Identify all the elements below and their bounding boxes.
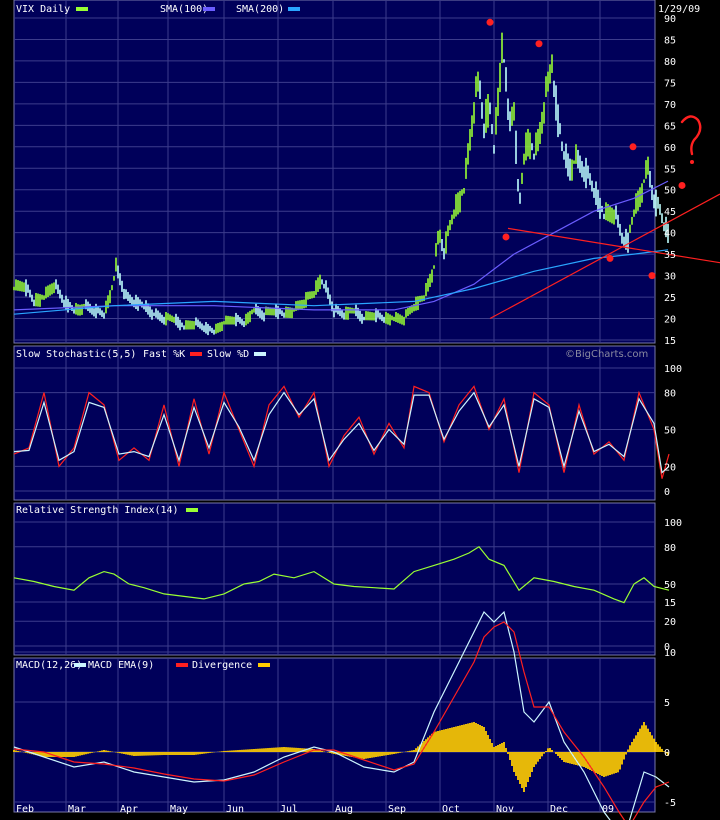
price-tick-label: 30 bbox=[664, 272, 676, 283]
peak-marker bbox=[648, 272, 656, 280]
macd-tick-label: -5 bbox=[664, 798, 676, 809]
date-label: 1/29/09 bbox=[658, 4, 700, 15]
macd-line bbox=[13, 610, 670, 820]
swatch-sma100 bbox=[203, 7, 215, 11]
trendline bbox=[507, 227, 720, 264]
macd-tick-label: 5 bbox=[664, 698, 670, 709]
question-mark-shape bbox=[680, 115, 702, 156]
peak-marker bbox=[486, 18, 494, 26]
panel-backgrounds bbox=[13, 0, 656, 813]
legend-macd-ema: MACD EMA(9) bbox=[88, 660, 154, 671]
x-tick-label: Feb bbox=[16, 804, 34, 815]
stoch-tick-label: 80 bbox=[664, 389, 676, 400]
price-tick-label: 40 bbox=[664, 229, 676, 240]
slowd-line bbox=[13, 391, 670, 474]
watermark: ©BigCharts.com bbox=[565, 349, 648, 360]
x-tick-label: Apr bbox=[120, 804, 138, 815]
rsi-line bbox=[13, 546, 670, 604]
macd-title: MACD(12,26) bbox=[16, 660, 82, 671]
price-tick-label: 90 bbox=[664, 14, 676, 25]
x-tick-label: May bbox=[170, 804, 188, 815]
x-tick-label: Mar bbox=[68, 804, 86, 815]
rsi-title: Relative Strength Index(14) bbox=[16, 505, 179, 516]
rsi-tick-label: 20 bbox=[664, 617, 676, 628]
x-tick-label: 09 bbox=[602, 804, 614, 815]
price-tick-label: 75 bbox=[664, 78, 676, 89]
labels: VIX Daily SMA(100) SMA(200) 1/29/09 ©Big… bbox=[16, 4, 700, 815]
price-title: VIX Daily bbox=[16, 4, 70, 15]
swatch-rsi bbox=[186, 508, 198, 512]
legend-fastk: Fast %K bbox=[143, 349, 185, 360]
panel-stochastic bbox=[13, 345, 656, 501]
legend-divergence: Divergence bbox=[192, 660, 252, 671]
peak-marker bbox=[629, 143, 637, 151]
x-tick-label: Jul bbox=[280, 804, 298, 815]
rsi-tick-label: 50 bbox=[664, 580, 676, 591]
swatch-fastk bbox=[190, 352, 202, 356]
swatch-macd bbox=[74, 663, 86, 667]
x-tick-label: Nov bbox=[496, 804, 514, 815]
x-tick-label: Aug bbox=[335, 804, 353, 815]
grid bbox=[14, 0, 655, 812]
annotations bbox=[486, 18, 720, 320]
price-tick-label: 20 bbox=[664, 315, 676, 326]
rsi-tick-label: 80 bbox=[664, 543, 676, 554]
price-tick-label: 50 bbox=[664, 186, 676, 197]
macd-tick-label: 15 bbox=[664, 598, 676, 609]
swatch-slowd bbox=[254, 352, 266, 356]
legend-sma100: SMA(100) bbox=[160, 4, 208, 15]
stoch-title: Slow Stochastic(5,5) bbox=[16, 349, 136, 360]
stoch-tick-label: 0 bbox=[664, 487, 670, 498]
rsi-tick-label: 0 bbox=[664, 642, 670, 653]
macd-tick-label: 0 bbox=[664, 748, 670, 759]
peak-marker bbox=[678, 181, 686, 189]
peak-marker bbox=[606, 254, 614, 262]
panel-macd bbox=[13, 657, 656, 813]
price-tick-label: 65 bbox=[664, 121, 676, 132]
stoch-tick-label: 50 bbox=[664, 426, 676, 437]
legend-sma200: SMA(200) bbox=[236, 4, 284, 15]
legend-slowd: Slow %D bbox=[207, 349, 249, 360]
peak-marker bbox=[502, 233, 510, 241]
sma200-line bbox=[13, 249, 669, 315]
x-tick-label: Sep bbox=[388, 804, 406, 815]
price-tick-label: 60 bbox=[664, 143, 676, 154]
price-tick-label: 55 bbox=[664, 164, 676, 175]
price-tick-label: 15 bbox=[664, 336, 676, 347]
swatch-sma200 bbox=[288, 7, 300, 11]
price-tick-label: 70 bbox=[664, 100, 676, 111]
macd-tick-label: 10 bbox=[664, 648, 676, 659]
swatch-ema bbox=[176, 663, 188, 667]
price-tick-label: 45 bbox=[664, 207, 676, 218]
x-tick-label: Dec bbox=[550, 804, 568, 815]
peak-marker bbox=[535, 40, 543, 48]
price-tick-label: 80 bbox=[664, 57, 676, 68]
series bbox=[13, 32, 670, 820]
stoch-tick-label: 100 bbox=[664, 364, 682, 375]
panel-rsi bbox=[13, 502, 656, 656]
question-mark-dot bbox=[690, 160, 694, 164]
ema-line bbox=[13, 621, 670, 820]
price-tick-label: 85 bbox=[664, 35, 676, 46]
swatch-divergence bbox=[258, 663, 270, 667]
rsi-tick-label: 100 bbox=[664, 518, 682, 529]
price-tick-label: 25 bbox=[664, 293, 676, 304]
x-tick-label: Oct bbox=[442, 804, 460, 815]
price-tick-label: 35 bbox=[664, 250, 676, 261]
stoch-tick-label: 20 bbox=[664, 462, 676, 473]
trendline bbox=[489, 193, 720, 320]
x-tick-label: Jun bbox=[226, 804, 244, 815]
swatch-vix bbox=[76, 7, 88, 11]
